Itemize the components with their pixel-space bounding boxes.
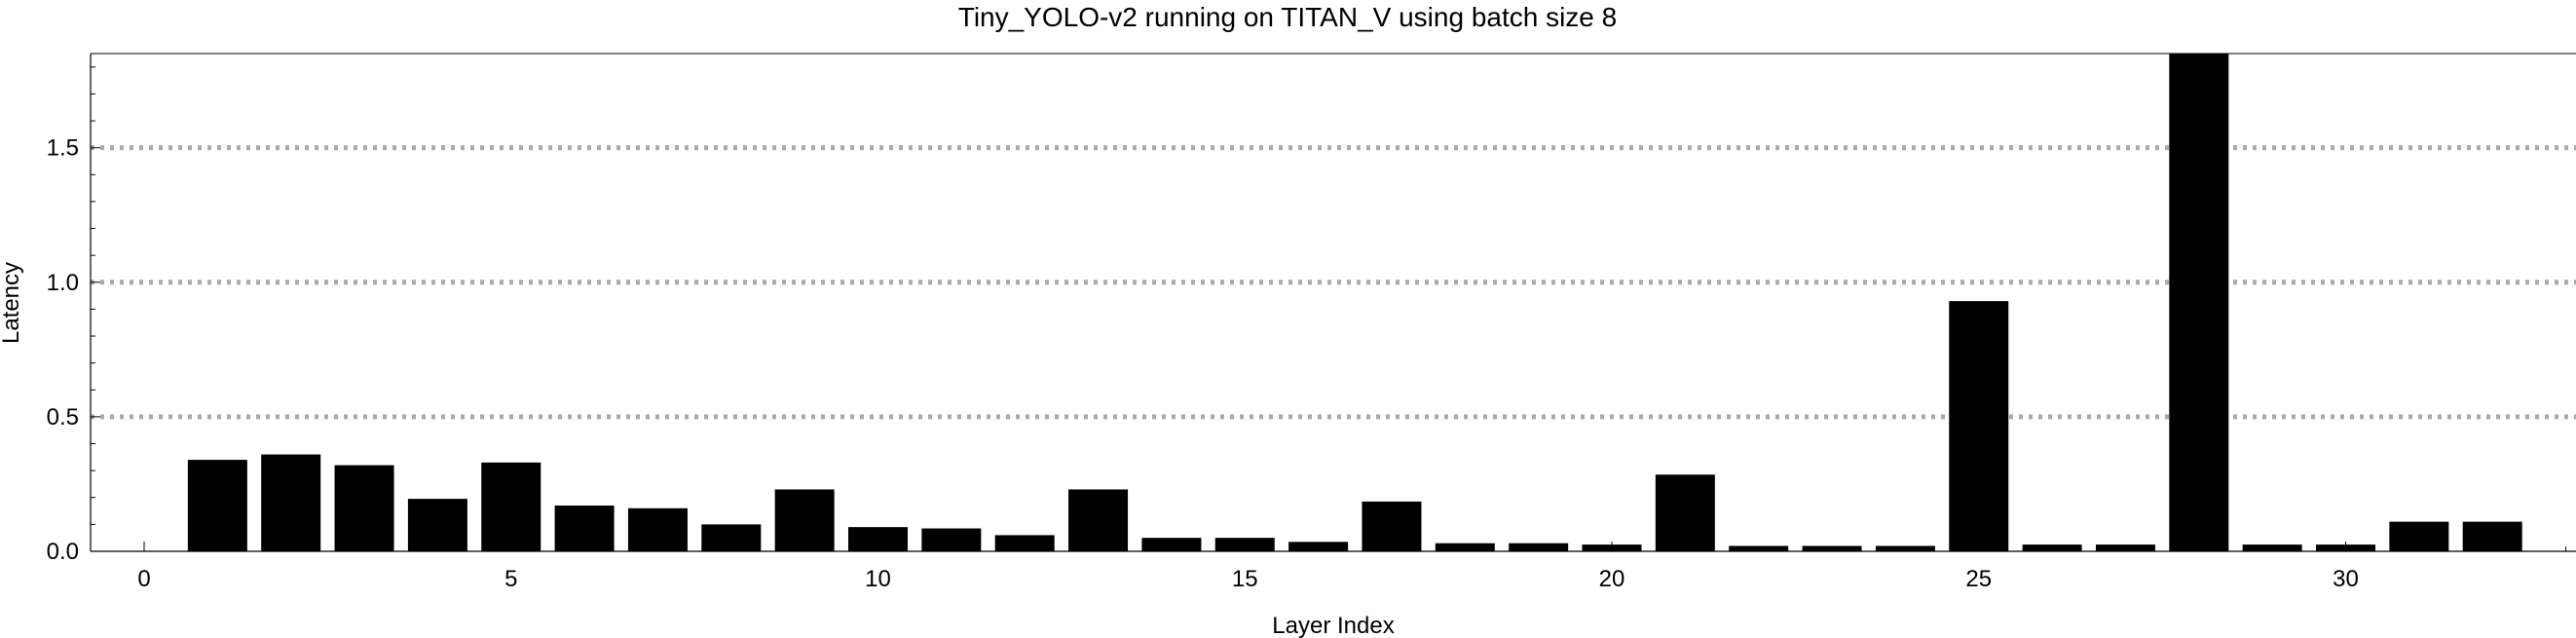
bar bbox=[481, 462, 541, 551]
bar bbox=[261, 454, 321, 551]
y-ticks: 0.0 0.5 1.0 1.5 bbox=[47, 66, 100, 565]
bar bbox=[1068, 489, 1129, 551]
bar bbox=[1655, 474, 1715, 551]
x-ticks: 0 5 10 15 20 25 30 bbox=[137, 542, 2567, 592]
x-tick-label: 15 bbox=[1232, 566, 1258, 592]
x-tick-label: 0 bbox=[137, 566, 150, 592]
x-tick-label: 10 bbox=[865, 566, 891, 592]
bar bbox=[407, 499, 467, 551]
x-axis-label: Layer Index bbox=[1272, 613, 1394, 638]
bar bbox=[2389, 521, 2449, 551]
chart-title: Tiny_YOLO-v2 running on TITAN_V using ba… bbox=[958, 2, 1617, 32]
x-tick-label: 20 bbox=[1599, 566, 1625, 592]
bar bbox=[1141, 538, 1202, 551]
bar bbox=[1949, 301, 2009, 551]
bar bbox=[627, 507, 688, 551]
bar bbox=[774, 489, 835, 551]
bar bbox=[994, 535, 1055, 551]
y-tick-label: 0.0 bbox=[47, 539, 79, 565]
x-tick-label: 30 bbox=[2333, 566, 2359, 592]
y-axis-label: Latency bbox=[0, 262, 24, 344]
y-tick-label: 1.0 bbox=[47, 270, 79, 296]
bar bbox=[334, 465, 394, 551]
bar bbox=[2169, 54, 2229, 551]
y-tick-label: 1.5 bbox=[47, 135, 79, 162]
x-tick-label: 5 bbox=[504, 566, 517, 592]
y-tick-label: 0.5 bbox=[47, 404, 79, 431]
bars bbox=[187, 54, 2522, 551]
bar bbox=[1362, 501, 1422, 551]
bar bbox=[187, 460, 247, 551]
axes bbox=[90, 53, 2576, 552]
bar bbox=[554, 506, 615, 551]
x-tick-label: 25 bbox=[1965, 566, 1992, 592]
bar bbox=[921, 528, 982, 551]
bar bbox=[2462, 521, 2522, 551]
